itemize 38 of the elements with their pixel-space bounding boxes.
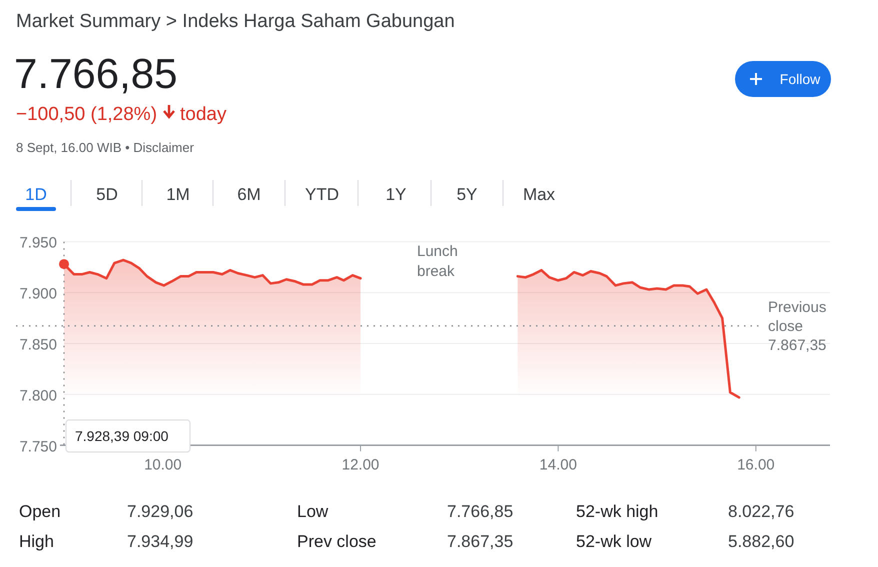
text: −100,50 (1,28%)	[16, 104, 158, 125]
text: 7.867,35	[447, 532, 514, 551]
annotation: 7.928,39 09:00	[75, 428, 169, 444]
text: 5Y	[456, 185, 478, 204]
text: 1M	[166, 185, 190, 204]
ref-line-label: Previous close 7.867,35	[768, 298, 826, 354]
text: 5.882,60	[728, 532, 794, 551]
y-tick-label: 7.750	[19, 438, 57, 456]
text: today	[180, 104, 227, 125]
text: 7.766,85	[447, 502, 514, 521]
text: 5D	[96, 185, 118, 204]
text: Prev close	[297, 532, 376, 551]
y-tick-label: 7.850	[19, 336, 57, 354]
text: 1Y	[386, 185, 406, 204]
y-tick-label: 7.950	[19, 234, 57, 252]
text: High	[19, 532, 54, 551]
text: 8 Sept, 16.00 WIB • Disclaimer	[16, 140, 195, 155]
text: 1D	[25, 185, 47, 204]
text: Max	[522, 185, 556, 204]
annotation: Lunch break	[417, 243, 458, 280]
x-tick-label: 10.00	[144, 456, 182, 474]
text: Follow	[780, 71, 822, 87]
text: 52-wk low	[576, 532, 652, 551]
text: YTD	[305, 185, 339, 204]
text: 7.934,99	[127, 532, 194, 551]
text: 52-wk high	[576, 502, 658, 521]
x-tick-label: 16.00	[737, 456, 775, 474]
text: Open	[19, 502, 61, 521]
x-tick-label: 14.00	[539, 456, 577, 474]
text: 6M	[237, 185, 261, 204]
text: 7.929,06	[127, 502, 194, 521]
x-tick-label: 12.00	[342, 456, 380, 474]
text: Low	[297, 502, 329, 521]
y-tick-label: 7.900	[19, 286, 57, 303]
chart-title: Market Summary > Indeks Harga Saham Gabungan	[16, 11, 455, 32]
y-tick-label: 7.800	[19, 387, 57, 404]
text: 8.022,76	[728, 502, 794, 521]
text: 7.766,85	[14, 50, 178, 97]
